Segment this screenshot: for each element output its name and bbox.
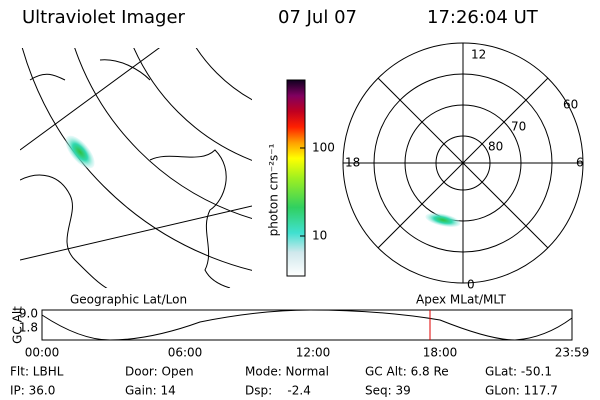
- date: 07 Jul 07: [278, 7, 357, 28]
- footer-field: Door: Open: [125, 365, 194, 379]
- timeline-ytick: 1.8: [19, 321, 38, 335]
- mlt-label: 6: [576, 156, 584, 170]
- timeline: [41, 309, 573, 341]
- timeline-xtick: 12:00: [296, 346, 331, 360]
- mlat-label: 70: [511, 120, 526, 134]
- mlt-label: 12: [471, 48, 486, 62]
- timeline-xtick: 06:00: [168, 346, 203, 360]
- title: Ultraviolet Imager: [22, 7, 186, 28]
- colorbar-tick: 100: [312, 141, 335, 155]
- footer-field: Seq: 39: [365, 384, 411, 398]
- footer-field: GLat: -50.1: [485, 365, 552, 379]
- footer-field: Gain: 14: [125, 384, 176, 398]
- colorbar-label: photon cm⁻²s⁻¹: [267, 143, 281, 236]
- polar-grid: [342, 42, 584, 284]
- footer-field: Mode: Normal: [245, 365, 329, 379]
- map-label: Geographic Lat/Lon: [70, 293, 187, 307]
- timeline-xtick: 18:00: [423, 346, 458, 360]
- timeline-ytick: 9.0: [19, 307, 38, 321]
- map: [20, 48, 252, 288]
- footer-field: Flt: LBHL: [10, 365, 64, 379]
- footer: Flt: LBHL Door: Open Mode: Normal GC Alt: 6…: [10, 365, 558, 398]
- footer-field: Dsp: -2.4: [245, 384, 311, 398]
- polar-label: Apex MLat/MLT: [416, 293, 506, 307]
- altitude-curve: [41, 309, 573, 341]
- timeline-xtick: 23:59: [555, 346, 590, 360]
- footer-field: GLon: 117.7: [485, 384, 558, 398]
- timeline-ylabel: GC Alt: [11, 306, 25, 344]
- mlat-label: 60: [563, 98, 578, 112]
- mlat-label: 80: [488, 140, 503, 154]
- footer-field: IP: 36.0: [10, 384, 55, 398]
- colorbar-tick: 10: [312, 229, 327, 243]
- mlt-label: 0: [467, 278, 475, 292]
- mlt-label: 18: [345, 156, 360, 170]
- time: 17:26:04 UT: [427, 7, 539, 28]
- colorbar: [286, 79, 306, 277]
- timeline-xtick: 00:00: [25, 346, 60, 360]
- footer-field: GC Alt: 6.8 Re: [365, 365, 449, 379]
